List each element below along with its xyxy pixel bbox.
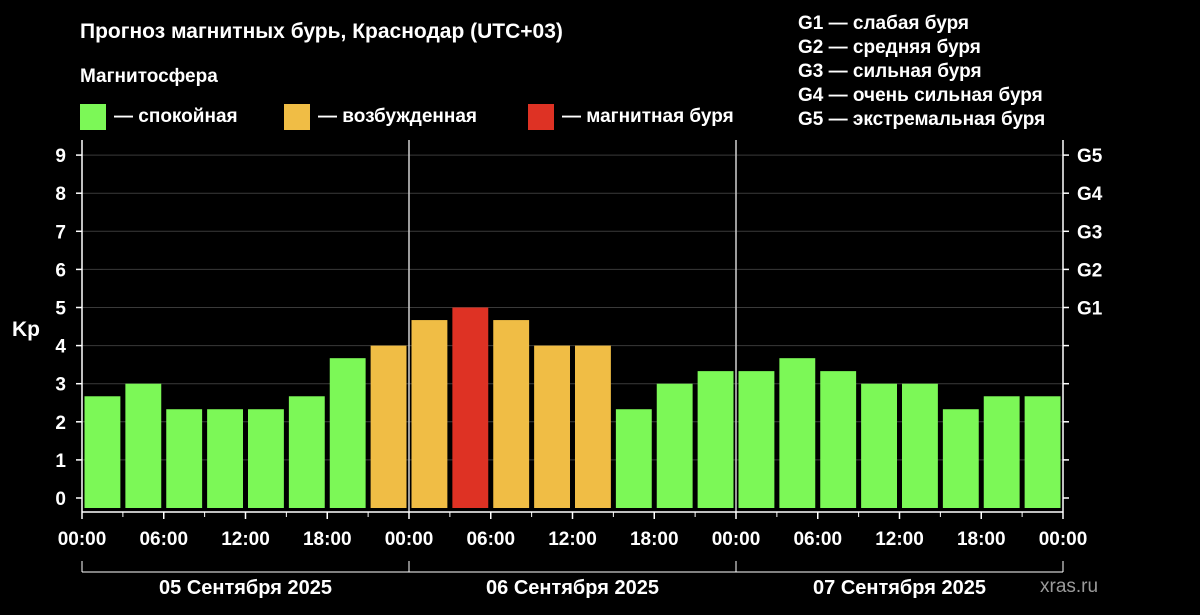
day-label: 07 Сентября 2025 — [813, 577, 986, 599]
y-tick-label: 1 — [55, 451, 66, 472]
y-tick-label: 5 — [55, 299, 66, 320]
x-tick-label: 00:00 — [385, 529, 434, 550]
x-tick-label: 18:00 — [303, 529, 352, 550]
y-tick-label: 3 — [55, 375, 66, 396]
y-tick-label: 9 — [55, 146, 66, 167]
kp-bar — [615, 409, 652, 508]
x-tick-label: 00:00 — [1039, 529, 1088, 550]
right-tick-label: G2 — [1077, 260, 1102, 281]
kp-bar — [902, 383, 938, 508]
kp-bar — [84, 396, 121, 508]
x-tick-label: 18:00 — [957, 529, 1006, 550]
magnetosphere-title: Магнитосфера — [80, 66, 218, 87]
kp-bar — [575, 345, 611, 508]
right-tick-label: G5 — [1077, 146, 1103, 167]
legend-quiet: — спокойная — [80, 104, 238, 130]
storm-level-g1: G1 — слабая буря — [798, 13, 970, 34]
kp-bar — [697, 371, 734, 508]
y-tick-label: 2 — [55, 413, 66, 434]
x-tick-label: 18:00 — [630, 529, 679, 550]
kp-bar — [1024, 396, 1061, 508]
legend-storm: — магнитная буря — [528, 104, 734, 130]
day-label: 06 Сентября 2025 — [486, 577, 659, 599]
kp-bar — [370, 345, 407, 508]
kp-bar — [125, 383, 162, 508]
kp-bar — [207, 409, 243, 508]
x-tick-label: 06:00 — [466, 529, 515, 550]
y-tick-label: 4 — [55, 337, 66, 358]
right-tick-label: G4 — [1077, 184, 1103, 205]
kp-bar — [942, 409, 979, 508]
x-tick-label: 12:00 — [875, 529, 924, 550]
y-tick-label: 7 — [55, 222, 66, 243]
kp-bar — [493, 320, 530, 508]
kp-bar — [329, 358, 366, 508]
right-tick-label: G3 — [1077, 222, 1102, 243]
legend-active-label: — возбужденная — [318, 106, 478, 127]
x-tick-label: 06:00 — [793, 529, 842, 550]
y-tick-label: 8 — [55, 184, 66, 205]
y-axis-label: Kp — [12, 318, 40, 341]
x-tick-label: 00:00 — [58, 529, 107, 550]
storm-level-g3: G3 — сильная буря — [798, 61, 982, 82]
legend-storm-label: — магнитная буря — [562, 106, 734, 127]
legend-active: — возбужденная — [284, 104, 477, 130]
y-tick-label: 6 — [55, 260, 66, 281]
right-tick-label: G1 — [1077, 299, 1103, 320]
kp-bar — [166, 409, 203, 508]
legend-storm-swatch — [528, 104, 554, 130]
storm-level-legend: G1 — слабая буря G2 — средняя буря G3 — … — [798, 12, 1045, 132]
kp-bar — [288, 396, 325, 508]
x-tick-label: 06:00 — [139, 529, 188, 550]
x-tick-label: 12:00 — [548, 529, 597, 550]
kp-bar — [411, 320, 448, 508]
kp-bar — [983, 396, 1020, 508]
kp-bar — [656, 383, 693, 508]
kp-bar — [820, 371, 857, 508]
kp-bar — [861, 383, 897, 508]
storm-level-g4: G4 — очень сильная буря — [798, 85, 1043, 106]
legend-quiet-swatch — [80, 104, 106, 130]
kp-bar — [779, 358, 816, 508]
kp-bar — [248, 409, 284, 508]
legend-active-swatch — [284, 104, 310, 130]
y-tick-label: 0 — [55, 489, 66, 510]
legend-quiet-label: — спокойная — [114, 106, 238, 127]
storm-level-g5: G5 — экстремальная буря — [798, 109, 1046, 130]
kp-bar — [738, 371, 775, 508]
x-tick-label: 00:00 — [712, 529, 761, 550]
watermark: xras.ru — [1040, 576, 1099, 597]
kp-bar — [452, 307, 489, 508]
chart-title: Прогноз магнитных бурь, Краснодар (UTC+0… — [80, 20, 563, 43]
day-label: 05 Сентября 2025 — [159, 577, 332, 599]
storm-level-g2: G2 — средняя буря — [798, 37, 981, 58]
x-tick-label: 12:00 — [221, 529, 270, 550]
kp-bar — [534, 345, 570, 508]
